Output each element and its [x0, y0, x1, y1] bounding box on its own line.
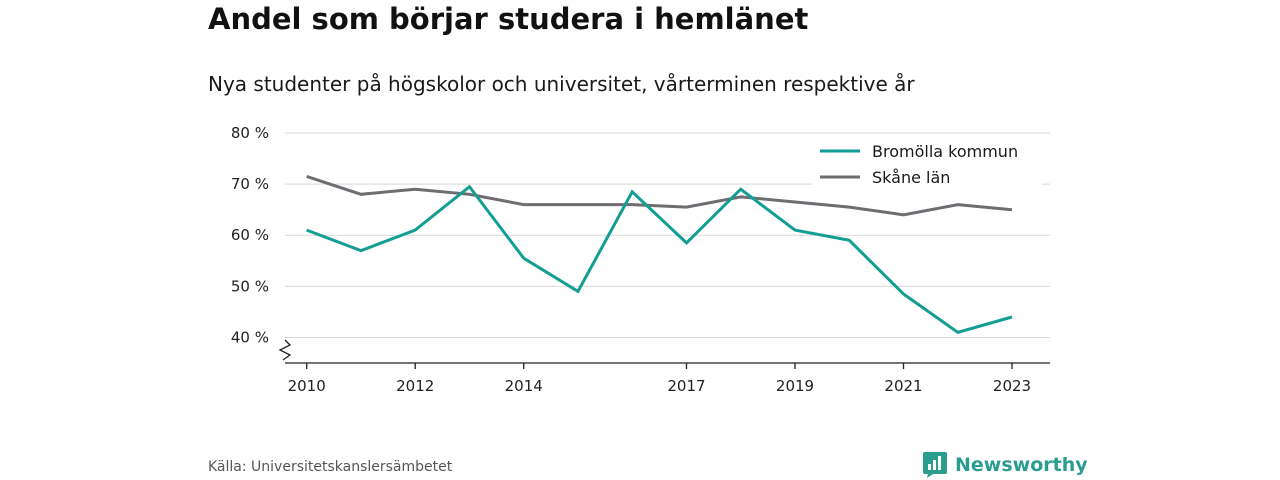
- legend-label: Bromölla kommun: [872, 142, 1018, 161]
- newsworthy-logo-icon: [923, 452, 947, 478]
- series-lines: [306, 174, 1013, 334]
- x-tick-label: 2014: [505, 377, 543, 395]
- x-tick-label: 2012: [396, 377, 434, 395]
- chart-title: Andel som börjar studera i hemlänet: [208, 2, 809, 36]
- source-note: Källa: Universitetskanslersämbetet: [208, 459, 453, 475]
- y-tick-label: 70 %: [231, 175, 269, 193]
- y-tick-labels: 40 % 50 % 60 % 70 % 80 %: [231, 124, 269, 346]
- x-tick-label: 2019: [776, 377, 814, 395]
- x-tick-labels: 2010 2012 2014 2017 2019 2021 2023: [288, 377, 1032, 395]
- brand-logo[interactable]: Newsworthy: [922, 451, 1088, 479]
- y-tick-label: 60 %: [231, 226, 269, 244]
- axis-break-marker: [278, 339, 292, 361]
- axes: [278, 339, 1050, 369]
- x-tick-label: 2017: [667, 377, 705, 395]
- y-tick-label: 50 %: [231, 277, 269, 295]
- series-line-skane: [306, 174, 1013, 217]
- chart-subtitle: Nya studenter på högskolor och universit…: [208, 72, 915, 96]
- x-tick-label: 2021: [884, 377, 922, 395]
- series-line-bromolla: [306, 184, 1013, 334]
- y-tick-label: 80 %: [231, 124, 269, 142]
- legend: Bromölla kommun Skåne län: [812, 138, 1042, 187]
- x-tick-label: 2010: [288, 377, 326, 395]
- x-tick-label: 2023: [993, 377, 1031, 395]
- legend-label: Skåne län: [872, 168, 950, 187]
- brand-name: Newsworthy: [955, 454, 1088, 476]
- y-tick-label: 40 %: [231, 328, 269, 346]
